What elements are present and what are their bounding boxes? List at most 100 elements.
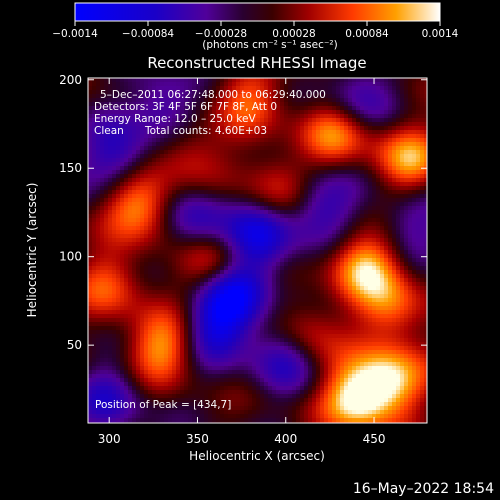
- heatmap-cell: [272, 310, 277, 315]
- heatmap-cell: [404, 230, 409, 235]
- heatmap-cell: [216, 226, 221, 231]
- heatmap-cell: [332, 270, 337, 275]
- heatmap-cell: [136, 202, 141, 207]
- heatmap-cell: [180, 102, 185, 107]
- heatmap-cell: [200, 78, 205, 83]
- heatmap-cell: [144, 262, 149, 267]
- heatmap-cell: [268, 266, 273, 271]
- heatmap-cell: [372, 234, 377, 239]
- heatmap-cell: [204, 290, 209, 295]
- heatmap-cell: [364, 150, 369, 155]
- heatmap-cell: [192, 306, 197, 311]
- heatmap-cell: [236, 190, 241, 195]
- heatmap-cell: [272, 142, 277, 147]
- heatmap-cell: [212, 274, 217, 279]
- heatmap-cell: [176, 138, 181, 143]
- heatmap-cell: [360, 222, 365, 227]
- heatmap-cell: [140, 170, 145, 175]
- heatmap-cell: [204, 194, 209, 199]
- heatmap-cell: [128, 198, 133, 203]
- heatmap-cell: [320, 202, 325, 207]
- heatmap-cell: [252, 302, 257, 307]
- heatmap-cell: [104, 298, 109, 303]
- heatmap-cell: [316, 234, 321, 239]
- heatmap-cell: [324, 106, 329, 111]
- heatmap-cell: [132, 202, 137, 207]
- heatmap-cell: [280, 138, 285, 143]
- heatmap-cell: [312, 298, 317, 303]
- heatmap-cell: [424, 286, 427, 291]
- heatmap-cell: [140, 106, 145, 111]
- heatmap-cell: [128, 222, 133, 227]
- heatmap-cell: [236, 274, 241, 279]
- heatmap-cell: [292, 138, 297, 143]
- heatmap-cell: [360, 214, 365, 219]
- heatmap-cell: [272, 254, 277, 259]
- heatmap-cell: [188, 274, 193, 279]
- heatmap-cell: [232, 250, 237, 255]
- heatmap-cell: [388, 306, 393, 311]
- heatmap-cell: [200, 126, 205, 131]
- heatmap-cell: [244, 122, 249, 127]
- heatmap-cell: [144, 114, 149, 119]
- heatmap-cell: [416, 178, 421, 183]
- heatmap-cell: [224, 90, 229, 95]
- heatmap-cell: [124, 298, 129, 303]
- heatmap-cell: [356, 82, 361, 87]
- heatmap-cell: [160, 238, 165, 243]
- heatmap-cell: [216, 138, 221, 143]
- heatmap-cell: [392, 86, 397, 91]
- heatmap-cell: [304, 254, 309, 259]
- heatmap-cell: [136, 134, 141, 139]
- heatmap-cell: [156, 114, 161, 119]
- heatmap-cell: [120, 146, 125, 151]
- heatmap-cell: [200, 282, 205, 287]
- heatmap-cell: [244, 138, 249, 143]
- heatmap-cell: [316, 214, 321, 219]
- heatmap-cell: [280, 94, 285, 99]
- heatmap-cell: [352, 142, 357, 147]
- heatmap-cell: [92, 290, 97, 295]
- heatmap-cell: [288, 226, 293, 231]
- heatmap-cell: [232, 174, 237, 179]
- heatmap-cell: [316, 106, 321, 111]
- heatmap-cell: [184, 174, 189, 179]
- heatmap-cell: [352, 98, 357, 103]
- heatmap-cell: [184, 150, 189, 155]
- heatmap-cell: [408, 242, 413, 247]
- heatmap-cell: [324, 262, 329, 267]
- heatmap-cell: [216, 110, 221, 115]
- heatmap-cell: [108, 290, 113, 295]
- heatmap-cell: [148, 294, 153, 299]
- heatmap-cell: [352, 90, 357, 95]
- heatmap-cell: [384, 306, 389, 311]
- heatmap-cell: [256, 250, 261, 255]
- heatmap-cell: [412, 226, 417, 231]
- heatmap-cell: [144, 90, 149, 95]
- heatmap-cell: [132, 166, 137, 171]
- heatmap-cell: [416, 170, 421, 175]
- heatmap-cell: [256, 242, 261, 247]
- heatmap-cell: [312, 90, 317, 95]
- heatmap-cell: [400, 294, 405, 299]
- heatmap-cell: [224, 174, 229, 179]
- heatmap-cell: [208, 106, 213, 111]
- heatmap-cell: [212, 290, 217, 295]
- heatmap-cell: [120, 194, 125, 199]
- heatmap-cell: [168, 134, 173, 139]
- heatmap-cell: [360, 290, 365, 295]
- heatmap-cell: [368, 210, 373, 215]
- heatmap-cell: [272, 290, 277, 295]
- heatmap-cell: [148, 178, 153, 183]
- heatmap-cell: [152, 190, 157, 195]
- heatmap-cell: [132, 114, 137, 119]
- heatmap-cell: [400, 170, 405, 175]
- heatmap-cell: [392, 174, 397, 179]
- heatmap-cell: [116, 302, 121, 307]
- heatmap-cell: [352, 262, 357, 267]
- heatmap-cell: [280, 210, 285, 215]
- heatmap-cell: [236, 114, 241, 119]
- heatmap-cell: [136, 250, 141, 255]
- heatmap-cell: [124, 222, 129, 227]
- heatmap-cell: [360, 182, 365, 187]
